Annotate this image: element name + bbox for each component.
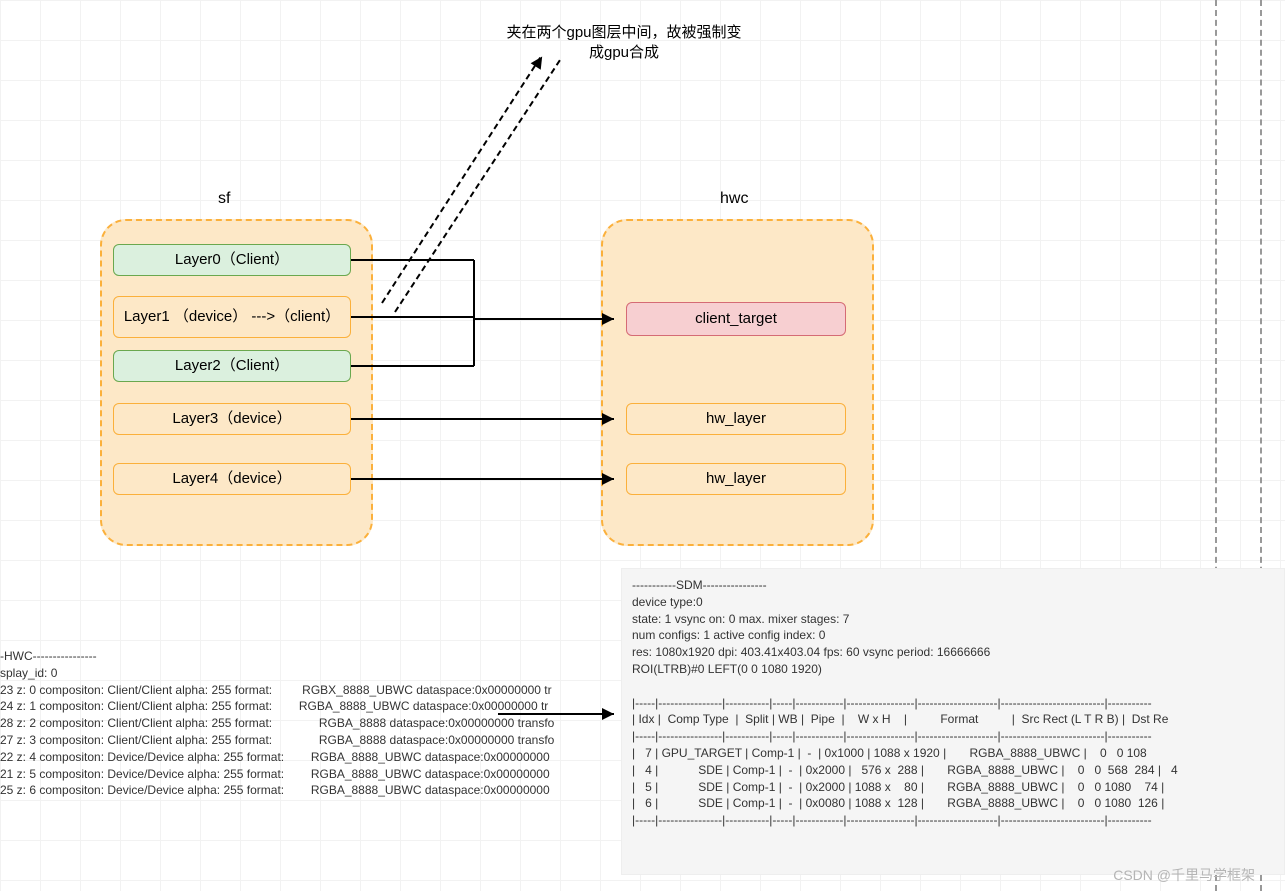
hwc-hw_layer_2: hw_layer xyxy=(626,463,846,495)
sf-layer1: Layer1 （device） --->（client） xyxy=(113,296,351,338)
annotation-line-2: 成gpu合成 xyxy=(589,44,659,61)
annotation-top: 夹在两个gpu图层中间，故被强制变 成gpu合成 xyxy=(474,23,774,64)
annotation-line-1: 夹在两个gpu图层中间，故被强制变 xyxy=(506,24,741,41)
canvas: { "colors": { "sf_container_border":"#fb… xyxy=(0,0,1285,891)
sf-layer2: Layer2（Client） xyxy=(113,350,351,382)
sf-label: sf xyxy=(218,190,230,208)
hwc-hw_layer_1: hw_layer xyxy=(626,403,846,435)
sf-layer0: Layer0（Client） xyxy=(113,244,351,276)
hwc-label: hwc xyxy=(720,190,748,208)
watermark: CSDN @千里马学框架 xyxy=(1113,865,1255,885)
hwc-container xyxy=(601,219,874,546)
sf-layer3: Layer3（device） xyxy=(113,403,351,435)
sf-layer4: Layer4（device） xyxy=(113,463,351,495)
hwc-client_target: client_target xyxy=(626,302,846,336)
sdm-log-right: -----------SDM---------------- device ty… xyxy=(621,568,1285,875)
hwc-log-left: -HWC---------------- splay_id: 0 23 z: 0… xyxy=(0,648,498,818)
